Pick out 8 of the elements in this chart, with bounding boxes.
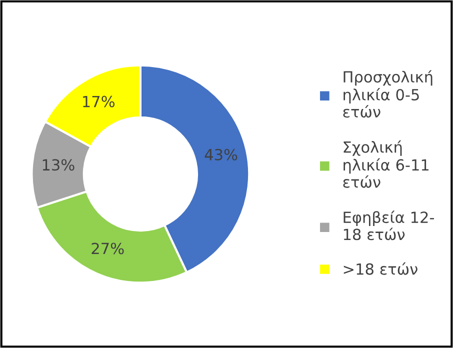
data-label: 17% [83, 96, 115, 108]
legend-label: >18 ετών [344, 262, 418, 275]
legend-label: Προσχολική ηλικία 0-5 ετών [343, 70, 432, 118]
data-label: 27% [92, 242, 124, 254]
legend-label: Σχολική ηλικία 6-11 ετών [343, 140, 429, 188]
legend-label: Εφηβεία 12- 18 ετών [344, 210, 434, 240]
data-label: 43% [204, 148, 238, 160]
data-label: 13% [42, 159, 74, 171]
